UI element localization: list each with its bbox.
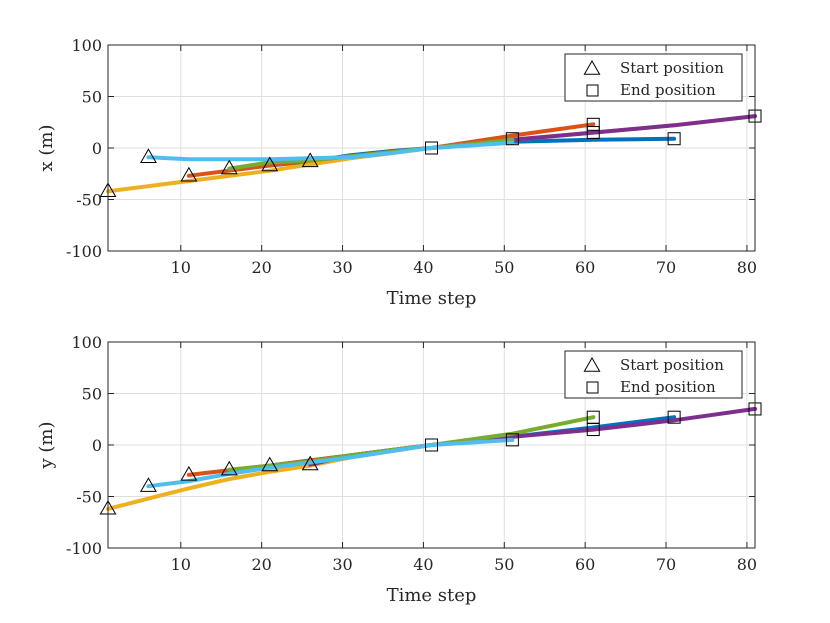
start-marker — [220, 159, 238, 175]
legend-box — [564, 53, 743, 102]
x-axis-label: Time step — [387, 585, 477, 606]
end-marker — [586, 423, 600, 437]
x-tick-label: 80 — [737, 258, 757, 277]
end-marker — [586, 126, 600, 140]
y-tick-label: 100 — [71, 333, 102, 352]
start-marker — [139, 477, 157, 492]
x-tick-label: 70 — [656, 258, 676, 277]
y-tick-label: 0 — [92, 436, 102, 455]
start-marker — [139, 148, 157, 163]
end-marker — [667, 132, 681, 146]
end-marker — [667, 410, 681, 424]
legend-label: Start position — [620, 59, 724, 77]
start-marker — [261, 156, 279, 172]
end-marker — [505, 433, 519, 447]
x-tick-label: 70 — [656, 555, 676, 574]
end-marker — [586, 117, 600, 131]
legend-label: End position — [620, 81, 716, 99]
x-tick-label: 60 — [575, 258, 595, 277]
x-tick-label: 30 — [332, 258, 352, 277]
y-tick-label: 50 — [82, 385, 102, 404]
x-tick-label: 30 — [332, 555, 352, 574]
legend-label: Start position — [620, 356, 724, 374]
start-marker — [261, 456, 279, 472]
start-marker — [180, 166, 198, 182]
x-tick-label: 20 — [251, 258, 271, 277]
x-tick-label: 60 — [575, 555, 595, 574]
start-marker — [220, 460, 238, 476]
start-marker — [301, 152, 319, 168]
y-tick-label: -50 — [76, 191, 102, 210]
x-tick-label: 40 — [413, 258, 433, 277]
y-tick-label: 0 — [92, 139, 102, 158]
x-tick-label: 40 — [413, 555, 433, 574]
x-axis-label: Time step — [387, 288, 477, 309]
x-tick-label: 20 — [251, 555, 271, 574]
y-tick-label: 50 — [82, 88, 102, 107]
x-tick-label: 10 — [171, 258, 191, 277]
x-tick-label: 50 — [494, 555, 514, 574]
y-axis-label: y (m) — [36, 421, 57, 469]
start-marker — [301, 455, 319, 471]
legend-square-icon — [586, 84, 599, 97]
legend-square-icon — [586, 381, 599, 394]
y-tick-label: -100 — [66, 539, 102, 558]
series-cyan-line — [146, 140, 515, 162]
legend-box — [564, 350, 743, 399]
x-position-plot: 10 20 30 40 50 60 70 80 -100 -50 0 50 100 Time step x … — [36, 36, 762, 309]
x-tick-label: 50 — [494, 258, 514, 277]
y-tick-label: -50 — [76, 488, 102, 507]
y-axis-label: x (m) — [36, 125, 57, 172]
legend-triangle-icon — [583, 356, 601, 372]
end-marker — [425, 141, 438, 155]
legend-label: End position — [620, 378, 716, 396]
end-marker — [425, 438, 438, 452]
x-tick-label: 10 — [171, 555, 191, 574]
y-position-plot: 10 20 30 40 50 60 70 80 -100 -50 0 50 100 Time step y … — [36, 333, 762, 606]
legend-triangle-icon — [583, 59, 601, 75]
y-tick-label: 100 — [71, 36, 102, 55]
y-tick-label: -100 — [66, 242, 102, 261]
series-cyan-line — [146, 437, 515, 489]
x-tick-label: 80 — [737, 555, 757, 574]
start-marker — [180, 465, 198, 481]
end-marker — [505, 132, 519, 146]
